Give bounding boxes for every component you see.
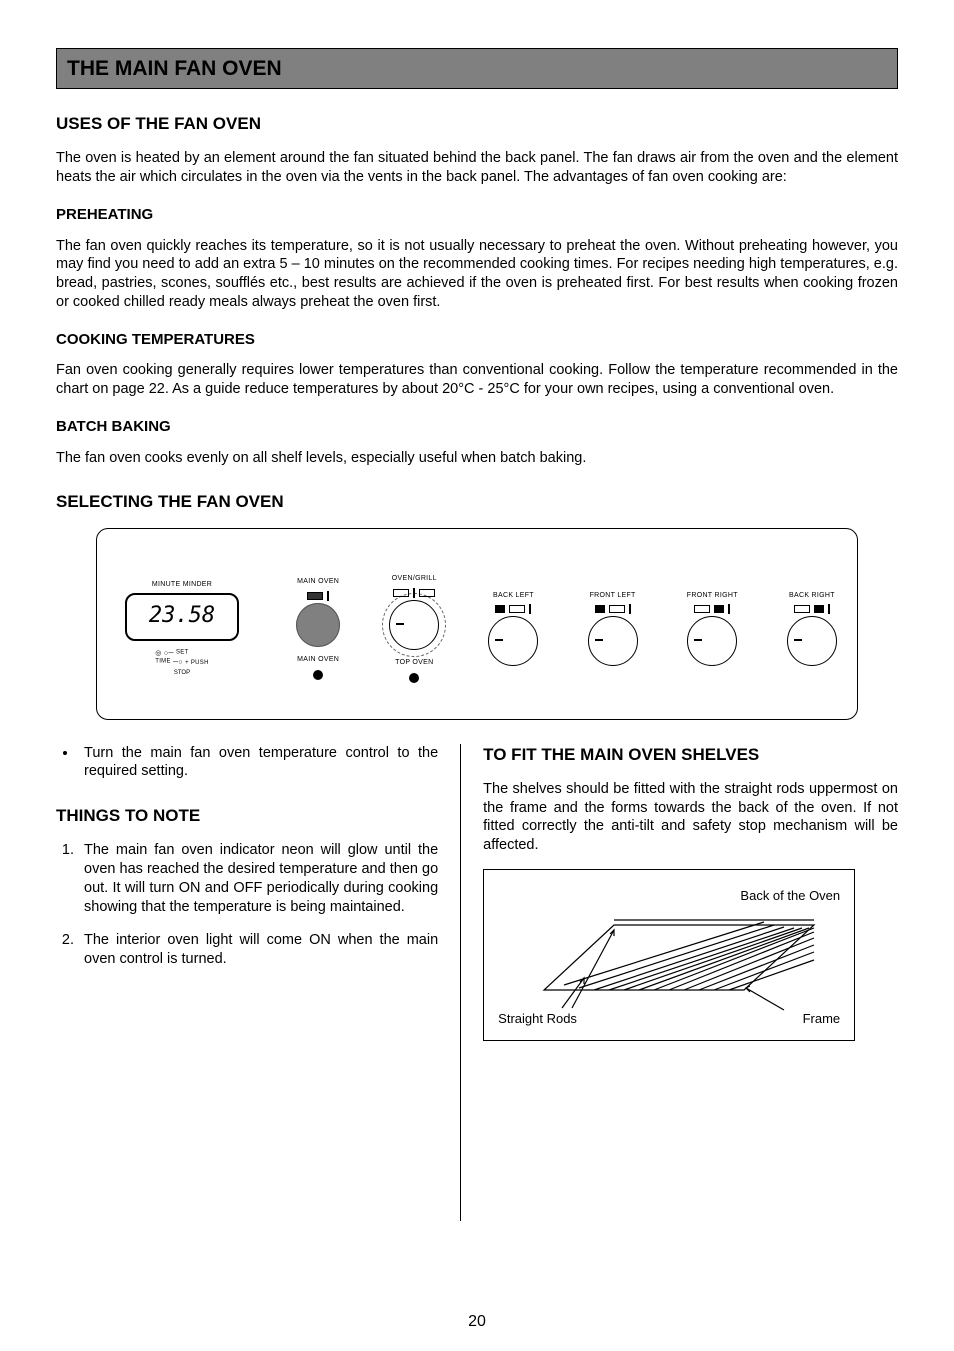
notes-list: The main fan oven indicator neon will gl…	[56, 841, 438, 968]
page-number: 20	[0, 1312, 954, 1333]
right-column: TO FIT THE MAIN OVEN SHELVES The shelves…	[460, 744, 898, 1221]
front-left-knob-icon	[588, 616, 638, 666]
push-label: PUSH	[191, 660, 209, 666]
main-oven-knob-block: MAIN OVEN MAIN OVEN	[296, 577, 340, 679]
dot-icon	[313, 670, 323, 680]
main-oven-label: MAIN OVEN	[297, 577, 339, 586]
stop-icon: ◎	[155, 650, 161, 657]
heading-uses: USES OF THE FAN OVEN	[56, 113, 898, 135]
select-step-item: Turn the main fan oven temperature contr…	[78, 744, 438, 782]
oven-grill-knob-block: OVEN/GRILL TOP OVEN	[389, 574, 439, 682]
select-steps-list: Turn the main fan oven temperature contr…	[56, 744, 438, 782]
front-left-knob-block: FRONT LEFT	[588, 591, 638, 666]
oven-grill-knob-icon	[389, 600, 439, 650]
heading-cooking-temps: COOKING TEMPERATURES	[56, 330, 898, 350]
para-cooking-temps: Fan oven cooking generally requires lowe…	[56, 361, 898, 399]
page: THE MAIN FAN OVEN USES OF THE FAN OVEN T…	[0, 0, 954, 1351]
shelf-back-label: Back of the Oven	[740, 888, 840, 905]
sub-top-label: TOP OVEN	[395, 658, 433, 667]
front-right-label: FRONT RIGHT	[687, 591, 738, 600]
timer-label: MINUTE MINDER	[152, 580, 212, 589]
sub-main-label: MAIN OVEN	[297, 655, 339, 664]
heading-preheating: PREHEATING	[56, 205, 898, 225]
para-preheating: The fan oven quickly reaches its tempera…	[56, 237, 898, 312]
shelf-frame-label: Frame	[803, 1011, 841, 1028]
main-oven-knob-icon	[296, 603, 340, 647]
timer-value: 23.58	[149, 602, 215, 631]
shelf-rods-label: Straight Rods	[498, 1011, 577, 1028]
para-fit-shelves: The shelves should be fitted with the st…	[483, 780, 898, 855]
heading-selecting: SELECTING THE FAN OVEN	[56, 491, 898, 513]
timer-block: MINUTE MINDER 23.58 ◎ ○─ SETTIME ─○ + PU…	[117, 580, 247, 678]
front-right-knob-icon	[687, 616, 737, 666]
stop-label: STOP	[174, 670, 190, 678]
back-left-knob-block: BACK LEFT	[488, 591, 538, 666]
timer-controls-row: ◎ ○─ SETTIME ─○ + PUSH	[155, 649, 209, 668]
note-item-2: The interior oven light will come ON whe…	[78, 931, 438, 969]
back-right-label: BACK RIGHT	[789, 591, 835, 600]
para-uses-intro: The oven is heated by an element around …	[56, 149, 898, 187]
control-panel-figure: MINUTE MINDER 23.58 ◎ ○─ SETTIME ─○ + PU…	[96, 528, 858, 720]
para-batch: The fan oven cooks evenly on all shelf l…	[56, 449, 898, 468]
oven-grill-label: OVEN/GRILL	[392, 574, 437, 583]
back-left-knob-icon	[488, 616, 538, 666]
left-column: Turn the main fan oven temperature contr…	[56, 744, 460, 1221]
back-right-knob-block: BACK RIGHT	[787, 591, 837, 666]
back-right-knob-icon	[787, 616, 837, 666]
shelf-figure: Back of the Oven Straight Rods Frame	[483, 869, 855, 1041]
section-banner: THE MAIN FAN OVEN	[56, 48, 898, 89]
dot-icon-2	[409, 673, 419, 683]
two-column-region: Turn the main fan oven temperature contr…	[56, 744, 898, 1221]
banner-title: THE MAIN FAN OVEN	[67, 57, 282, 80]
heading-batch: BATCH BAKING	[56, 417, 898, 437]
front-right-knob-block: FRONT RIGHT	[687, 591, 738, 666]
back-left-label: BACK LEFT	[493, 591, 534, 600]
note-item-1: The main fan oven indicator neon will gl…	[78, 841, 438, 916]
front-left-label: FRONT LEFT	[590, 591, 636, 600]
timer-display: 23.58	[125, 593, 239, 641]
heading-things-to-note: THINGS TO NOTE	[56, 805, 438, 827]
heading-fit-shelves: TO FIT THE MAIN OVEN SHELVES	[483, 744, 898, 766]
